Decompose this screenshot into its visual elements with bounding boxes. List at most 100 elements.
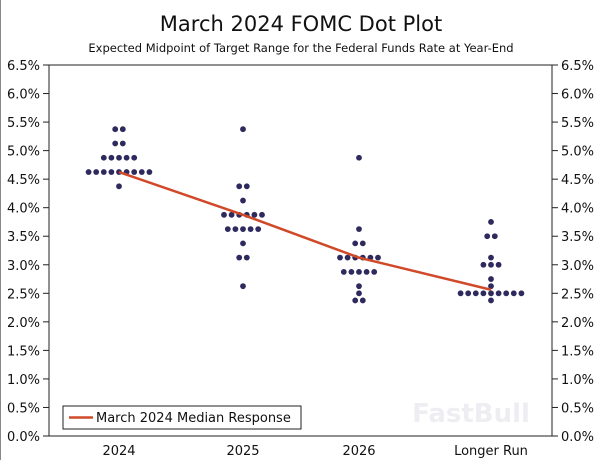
dot bbox=[359, 297, 366, 304]
y-tick-label-left: 1.0% bbox=[7, 373, 40, 388]
dot bbox=[240, 126, 246, 133]
dot bbox=[337, 254, 343, 261]
dot bbox=[100, 154, 107, 161]
dot bbox=[259, 211, 265, 218]
dot bbox=[352, 297, 359, 304]
dot bbox=[488, 283, 494, 290]
dot bbox=[138, 169, 145, 175]
y-tick-label-right: 3.0% bbox=[561, 259, 594, 274]
dot bbox=[488, 254, 494, 261]
watermark: FastBull bbox=[412, 399, 530, 429]
dot bbox=[236, 183, 243, 190]
dot bbox=[131, 169, 138, 175]
dot bbox=[93, 169, 100, 175]
dot bbox=[119, 140, 126, 147]
dot bbox=[224, 226, 231, 232]
chart-subtitle: Expected Midpoint of Target Range for th… bbox=[88, 41, 514, 55]
x-tick-label: 2024 bbox=[102, 444, 135, 459]
plot-frame bbox=[48, 64, 553, 437]
dot bbox=[100, 169, 107, 175]
dot bbox=[371, 269, 378, 275]
dot bbox=[146, 169, 153, 175]
dot bbox=[503, 290, 510, 297]
dot bbox=[108, 169, 115, 175]
dot bbox=[243, 183, 250, 190]
x-tick-label: Longer Run bbox=[454, 444, 528, 459]
y-tick-label-right: 4.5% bbox=[561, 173, 594, 188]
median-line bbox=[118, 170, 492, 291]
y-tick-label-left: 4.5% bbox=[7, 173, 40, 188]
dot bbox=[112, 126, 119, 133]
y-tick-label-left: 0.0% bbox=[7, 430, 40, 445]
dot bbox=[495, 261, 502, 268]
dot bbox=[240, 197, 246, 204]
dot bbox=[356, 283, 362, 290]
dot bbox=[221, 211, 227, 218]
dot bbox=[340, 269, 347, 275]
y-tick-label-right: 4.0% bbox=[561, 202, 594, 217]
dot bbox=[484, 233, 491, 240]
dot bbox=[488, 219, 494, 225]
dot bbox=[112, 140, 119, 147]
y-tick-label-left: 2.5% bbox=[7, 287, 40, 302]
legend-box bbox=[62, 405, 302, 430]
y-tick-label-right: 5.5% bbox=[561, 116, 594, 131]
dot bbox=[495, 290, 502, 297]
y-tick-label-left: 0.5% bbox=[7, 401, 40, 416]
dot bbox=[356, 226, 362, 232]
dot bbox=[488, 290, 494, 297]
y-tick-label-left: 3.0% bbox=[7, 259, 40, 274]
y-tick-label-right: 2.5% bbox=[561, 287, 594, 302]
y-tick-label-right: 2.0% bbox=[561, 316, 594, 331]
dot bbox=[243, 254, 250, 261]
dot bbox=[352, 240, 359, 247]
dot bbox=[116, 183, 122, 190]
dot bbox=[472, 290, 479, 297]
dot bbox=[518, 290, 525, 297]
dot bbox=[488, 297, 494, 304]
dot bbox=[236, 254, 243, 261]
dot bbox=[131, 154, 138, 161]
legend-label: March 2024 Median Response bbox=[96, 411, 291, 426]
dot bbox=[491, 233, 498, 240]
dot bbox=[119, 126, 126, 133]
dot bbox=[240, 226, 246, 232]
dot bbox=[116, 154, 122, 161]
dot bbox=[356, 269, 362, 275]
dot bbox=[480, 290, 487, 297]
dot bbox=[375, 254, 381, 261]
y-tick-label-right: 0.5% bbox=[561, 401, 594, 416]
dot bbox=[228, 211, 235, 218]
dot bbox=[247, 226, 254, 232]
x-tick-label: 2026 bbox=[342, 444, 375, 459]
dot bbox=[85, 169, 92, 175]
y-tick-label-left: 1.5% bbox=[7, 344, 40, 359]
dot bbox=[232, 226, 239, 232]
dot bbox=[356, 154, 362, 161]
dot bbox=[480, 261, 487, 268]
dot bbox=[108, 154, 115, 161]
y-tick-label-right: 3.5% bbox=[561, 230, 594, 245]
dot bbox=[123, 154, 130, 161]
dot bbox=[359, 240, 366, 247]
y-tick-label-right: 0.0% bbox=[561, 430, 594, 445]
y-tick-label-left: 3.5% bbox=[7, 230, 40, 245]
dot bbox=[240, 240, 246, 247]
y-tick-label-left: 6.0% bbox=[7, 88, 40, 103]
dot bbox=[356, 290, 362, 297]
y-tick-label-right: 5.0% bbox=[561, 145, 594, 160]
dot bbox=[255, 226, 262, 232]
dot bbox=[465, 290, 472, 297]
y-tick-label-left: 5.0% bbox=[7, 145, 40, 160]
y-tick-label-left: 6.5% bbox=[7, 59, 40, 74]
y-tick-label-right: 1.5% bbox=[561, 344, 594, 359]
dot bbox=[510, 290, 517, 297]
dot bbox=[363, 269, 370, 275]
dot bbox=[348, 269, 355, 275]
y-tick-label-right: 6.0% bbox=[561, 88, 594, 103]
dot bbox=[240, 283, 246, 290]
y-tick-label-right: 1.0% bbox=[561, 373, 594, 388]
dot bbox=[488, 261, 494, 268]
